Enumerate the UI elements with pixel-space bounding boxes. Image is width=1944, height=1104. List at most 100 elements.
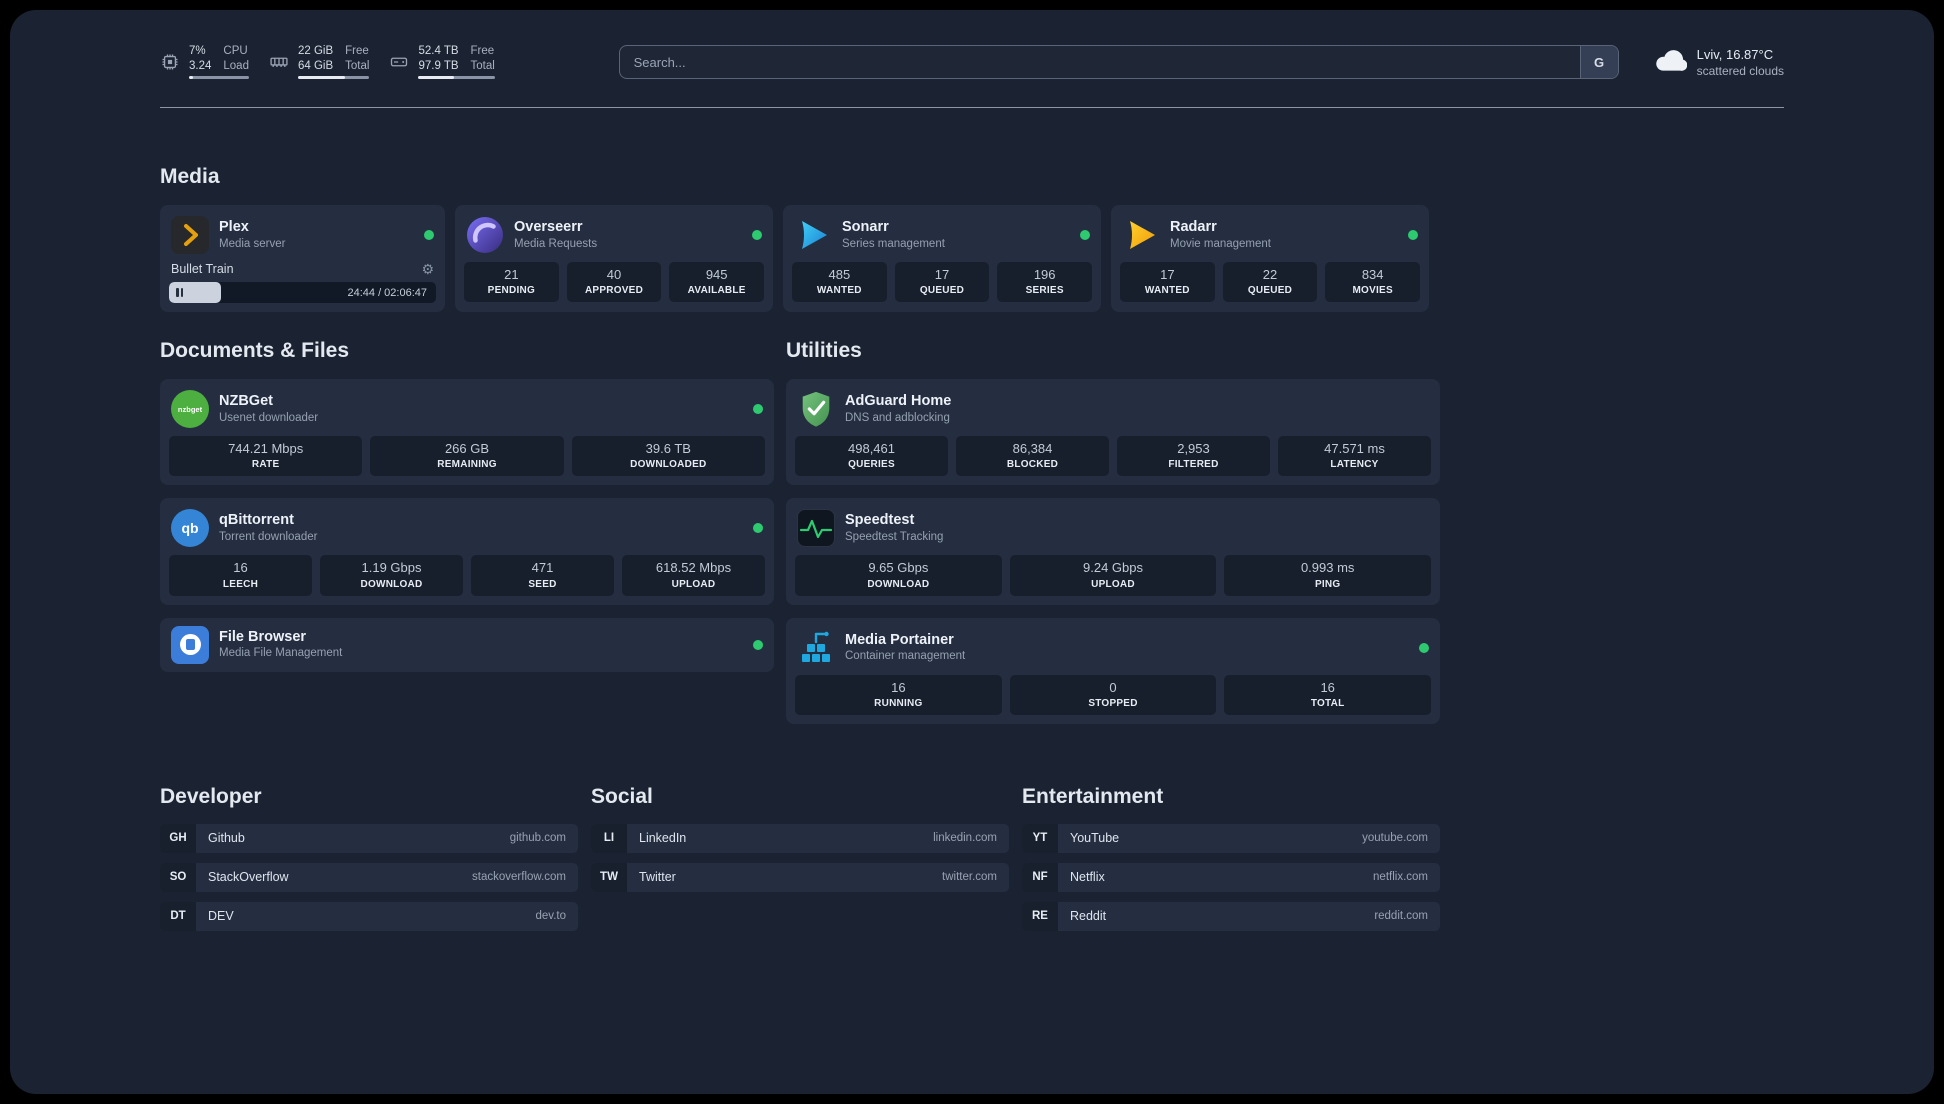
stat-stopped: 0 STOPPED (1009, 674, 1217, 715)
cloud-icon (1653, 47, 1687, 78)
stat-leech: 16 LEECH (169, 555, 312, 596)
resources-widget: 7% 3.24 CPU Load (160, 44, 495, 80)
stat-running: 16 RUNNING (795, 674, 1002, 715)
qbittorrent-header[interactable]: qb qBittorrent Torrent downloader (169, 507, 765, 555)
plex-header[interactable]: Plex Media server (169, 214, 436, 262)
stat-upload: 9.24 Gbps UPLOAD (1009, 555, 1217, 596)
portainer-header[interactable]: Media Portainer Container management (795, 627, 1431, 675)
filebrowser-icon (171, 625, 209, 664)
service-name: Sonarr (842, 219, 889, 236)
search-input[interactable] (619, 46, 1580, 78)
bookmark-name: LinkedIn (639, 831, 687, 846)
pause-icon[interactable] (176, 288, 179, 297)
ram-total-value: 64 GiB (297, 59, 334, 72)
overseerr-icon (466, 216, 504, 254)
gear-icon[interactable]: ⚙ (421, 261, 434, 277)
bookmark-dev[interactable]: DT DEV dev.to (160, 901, 578, 931)
status-dot (753, 404, 763, 414)
bookmark-name: DEV (208, 909, 234, 924)
bookmark-netflix[interactable]: NF Netflix netflix.com (1022, 862, 1440, 892)
nzbget-header[interactable]: nzbget NZBGet Usenet downloader (169, 388, 765, 436)
bookmark-stackoverflow[interactable]: SO StackOverflow stackoverflow.com (160, 862, 578, 892)
bookmarks-developer: Developer GH Github github.com SO StackO… (160, 785, 578, 941)
weather-widget[interactable]: Lviv, 16.87°C scattered clouds (1653, 47, 1784, 78)
ram-bar (297, 76, 370, 80)
service-card-overseerr: Overseerr Media Requests 21 PENDING 40 A… (455, 205, 773, 312)
section-title-entertainment: Entertainment (1022, 784, 1164, 808)
bookmark-twitter[interactable]: TW Twitter twitter.com (591, 862, 1009, 892)
service-name: Speedtest (845, 512, 915, 529)
now-playing-time: 24:44 / 02:06:47 (347, 286, 427, 299)
service-desc: Media File Management (219, 647, 343, 660)
status-dot (1408, 230, 1418, 240)
bookmark-github[interactable]: GH Github github.com (160, 823, 578, 853)
search-bar: G (618, 45, 1619, 79)
media-row: Plex Media server Bullet Train ⚙ 24:44 /… (160, 205, 1440, 312)
ram-free-value: 22 GiB (297, 44, 334, 57)
disk-bar (418, 76, 495, 80)
stat-wanted: 17 WANTED (1120, 262, 1215, 303)
disk-total-label: Total (470, 59, 495, 72)
bookmark-linkedin[interactable]: LI LinkedIn linkedin.com (591, 823, 1009, 853)
weather-location: Lviv, 16.87°C (1696, 46, 1774, 62)
service-desc: Series management (842, 237, 945, 250)
status-dot (753, 523, 763, 534)
status-dot (1419, 642, 1429, 653)
nzbget-icon: nzbget (171, 390, 209, 428)
ram-resource: 22 GiB 64 GiB Free Total (269, 44, 370, 80)
bookmark-domain: reddit.com (1374, 910, 1428, 923)
stat-wanted: 485 WANTED (792, 262, 887, 303)
cpu-bar-fill (189, 76, 194, 80)
speedtest-icon (797, 509, 835, 548)
sonarr-header[interactable]: Sonarr Series management (792, 214, 1092, 262)
topbar-divider (160, 107, 1784, 108)
cpu-load-value: 3.24 (189, 59, 212, 72)
service-card-plex: Plex Media server Bullet Train ⚙ 24:44 /… (160, 205, 445, 312)
service-desc: Usenet downloader (219, 411, 319, 424)
bookmark-domain: github.com (509, 832, 566, 845)
bookmark-domain: stackoverflow.com (472, 871, 566, 884)
bookmark-abbr: LI (591, 823, 627, 853)
section-title-social: Social (591, 784, 653, 808)
stat-series: 196 SERIES (997, 262, 1093, 303)
portainer-icon (797, 629, 835, 667)
bookmark-abbr: NF (1022, 862, 1058, 892)
disk-free-label: Free (470, 44, 495, 57)
cpu-resource: 7% 3.24 CPU Load (160, 44, 249, 80)
bookmark-youtube[interactable]: YT YouTube youtube.com (1022, 823, 1440, 853)
stat-ping: 0.993 ms PING (1224, 555, 1432, 596)
adguard-header[interactable]: AdGuard Home DNS and adblocking (795, 388, 1431, 436)
radarr-icon (1122, 216, 1160, 254)
sonarr-icon (794, 216, 832, 254)
stat-upload: 618.52 Mbps UPLOAD (622, 555, 765, 596)
stat-remaining: 266 GB REMAINING (370, 436, 564, 477)
bookmark-name: Netflix (1070, 870, 1105, 885)
service-card-sonarr: Sonarr Series management 485 WANTED 17 Q… (783, 205, 1101, 312)
ram-total-label: Total (345, 59, 370, 72)
filebrowser-header[interactable]: File Browser Media File Management (169, 624, 765, 666)
stat-latency: 47.571 ms LATENCY (1278, 436, 1431, 477)
cpu-usage-value: 7% (189, 44, 206, 57)
disk-free-value: 52.4 TB (418, 44, 459, 57)
ram-icon (269, 52, 289, 72)
service-name: Media Portainer (845, 631, 954, 648)
bookmark-domain: dev.to (535, 910, 566, 923)
bookmark-abbr: RE (1022, 901, 1058, 931)
service-card-speedtest: Speedtest Speedtest Tracking 9.65 Gbps D… (786, 498, 1440, 605)
bookmark-reddit[interactable]: RE Reddit reddit.com (1022, 901, 1440, 931)
bookmark-name: Reddit (1070, 909, 1107, 924)
bookmarks-area: Developer GH Github github.com SO StackO… (160, 785, 1440, 941)
stat-download: 9.65 Gbps DOWNLOAD (795, 555, 1002, 596)
bookmark-domain: youtube.com (1362, 832, 1428, 845)
documents-column: Documents & Files nzbget NZBGet Usenet d… (160, 339, 774, 737)
stat-downloaded: 39.6 TB DOWNLOADED (571, 436, 765, 477)
overseerr-header[interactable]: Overseerr Media Requests (464, 214, 764, 262)
weather-condition: scattered clouds (1696, 63, 1784, 78)
search-provider-button[interactable]: G (1579, 46, 1618, 78)
stat-download: 1.19 Gbps DOWNLOAD (320, 555, 463, 596)
speedtest-header[interactable]: Speedtest Speedtest Tracking (795, 507, 1431, 555)
radarr-header[interactable]: Radarr Movie management (1120, 214, 1420, 262)
bookmark-abbr: GH (160, 823, 196, 853)
bookmark-domain: linkedin.com (933, 832, 997, 845)
status-dot (424, 230, 434, 240)
